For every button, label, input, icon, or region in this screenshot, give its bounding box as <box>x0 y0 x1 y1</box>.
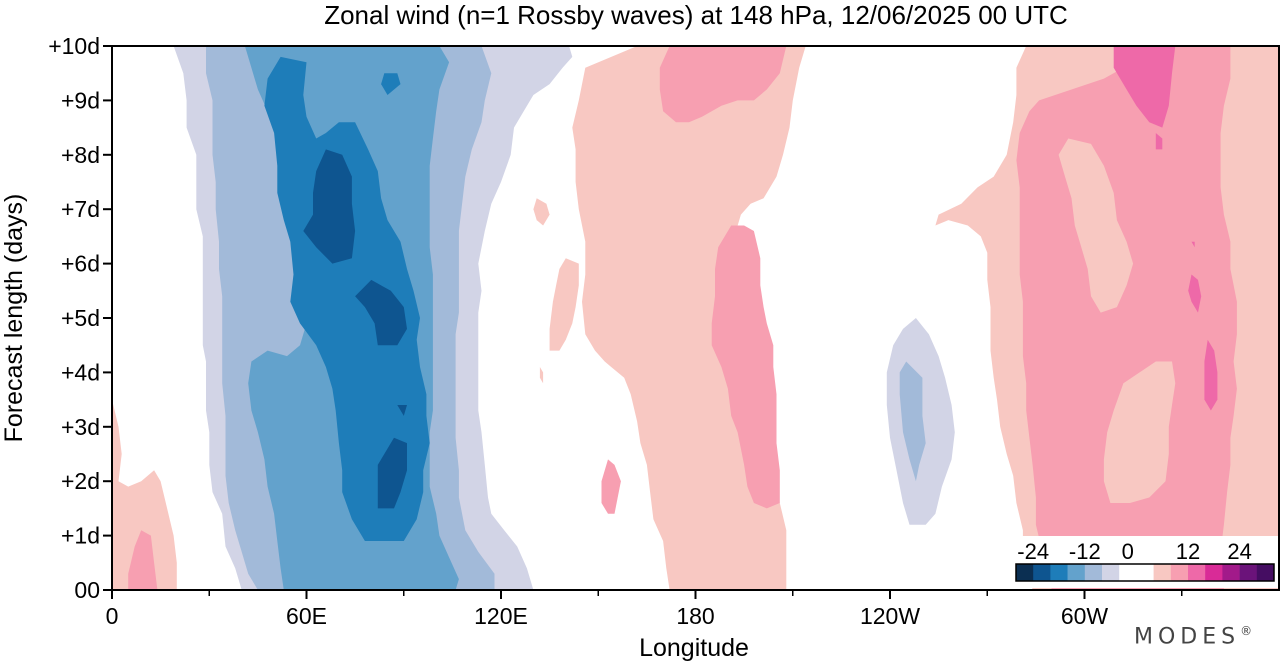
contour-pos4-16 <box>549 258 579 351</box>
colorbar-swatch <box>1102 564 1120 581</box>
contour-pos12-25 <box>1188 274 1202 313</box>
contour-pos4-15 <box>533 198 550 226</box>
y-tick-label: +2d <box>61 468 100 494</box>
x-tick-label: 0 <box>106 603 119 629</box>
colorbar-frame <box>1015 563 1275 582</box>
contour-neg20-7 <box>377 437 407 509</box>
contour-pos12-24 <box>1191 241 1195 248</box>
contour-pos8-19 <box>1016 46 1237 590</box>
colorbar-swatch <box>1188 564 1206 581</box>
contour-neg20-5 <box>303 149 356 264</box>
plot-frame <box>111 45 1280 591</box>
y-tick-label: +4d <box>61 359 100 385</box>
contour-pos4-17 <box>539 367 544 384</box>
contour-pos8-12 <box>659 46 787 123</box>
colorbar-label: -24 <box>1017 539 1049 564</box>
colorbar-swatch <box>1119 564 1137 581</box>
y-tick-label: +10d <box>48 33 100 59</box>
colorbar-label: 0 <box>1122 539 1134 564</box>
x-axis-label: Longitude <box>639 634 749 662</box>
colorbar-swatch <box>1170 564 1189 581</box>
colorbar-swatch <box>1205 564 1223 581</box>
colorbar-swatch <box>1256 564 1275 581</box>
contour-neg20-6 <box>355 279 407 346</box>
contour-pos4-27 <box>112 399 177 590</box>
contour-pos8-13 <box>711 225 780 509</box>
y-tick-label: +8d <box>61 142 100 168</box>
colorbar-swatch <box>1136 564 1154 581</box>
contour-neg16-3 <box>264 56 430 542</box>
contour-neg20-8 <box>397 405 407 416</box>
modes-logo: MODES® <box>1134 624 1252 649</box>
colorbar-swatch <box>1239 564 1258 581</box>
contour-pos12-22 <box>1113 46 1176 128</box>
y-axis-label: Forecast length (days) <box>0 194 28 443</box>
y-tick-label: +7d <box>61 196 100 222</box>
colorbar-swatch <box>1153 564 1172 581</box>
chart-title: Zonal wind (n=1 Rossby waves) at 148 hPa… <box>324 0 1068 30</box>
colorbar-swatch <box>1050 564 1068 581</box>
colorbar-swatch <box>1067 564 1086 581</box>
contour-pos12-23 <box>1155 133 1163 150</box>
colorbar-swatch <box>1084 564 1103 581</box>
contour-pos8-28 <box>128 530 158 590</box>
colorbar-label: -12 <box>1069 539 1101 564</box>
x-tick-label: 120W <box>860 603 920 629</box>
contour-fill-layer <box>112 46 1279 590</box>
colorbar-swatch <box>1016 564 1034 581</box>
colorbar-label: 24 <box>1227 539 1251 564</box>
y-tick-label: +3d <box>61 414 100 440</box>
colorbar-swatch <box>1222 564 1240 581</box>
y-tick-label: +9d <box>61 87 100 113</box>
contour-neg8-10 <box>899 361 926 482</box>
contour-pos4-20 <box>1058 138 1134 313</box>
x-tick-label: 180 <box>676 603 714 629</box>
registered-mark: ® <box>1240 624 1253 638</box>
contour-pos8-14 <box>601 459 621 514</box>
contour-neg16-4 <box>381 73 401 95</box>
x-tick-label: 120E <box>474 603 528 629</box>
y-tick-label: 00 <box>74 577 100 603</box>
colorbar-label: 12 <box>1176 539 1200 564</box>
contour-pos12-26 <box>1204 339 1218 411</box>
x-tick-label: 60E <box>286 603 327 629</box>
colorbar-swatch <box>1033 564 1051 581</box>
y-tick-label: +6d <box>61 251 100 277</box>
colorbar: -24 -12 0 12 24 <box>1002 536 1278 588</box>
axes: 0 60E 120E 180 120W 60W 00 +1d +2d +3d +4d +5d +6d +7… <box>48 33 1183 629</box>
y-tick-label: +5d <box>61 305 100 331</box>
contour-pos4-21 <box>1103 361 1176 503</box>
y-tick-label: +1d <box>61 523 100 549</box>
logo-text: MODES <box>1134 624 1241 650</box>
x-tick-label: 60W <box>1061 603 1109 629</box>
